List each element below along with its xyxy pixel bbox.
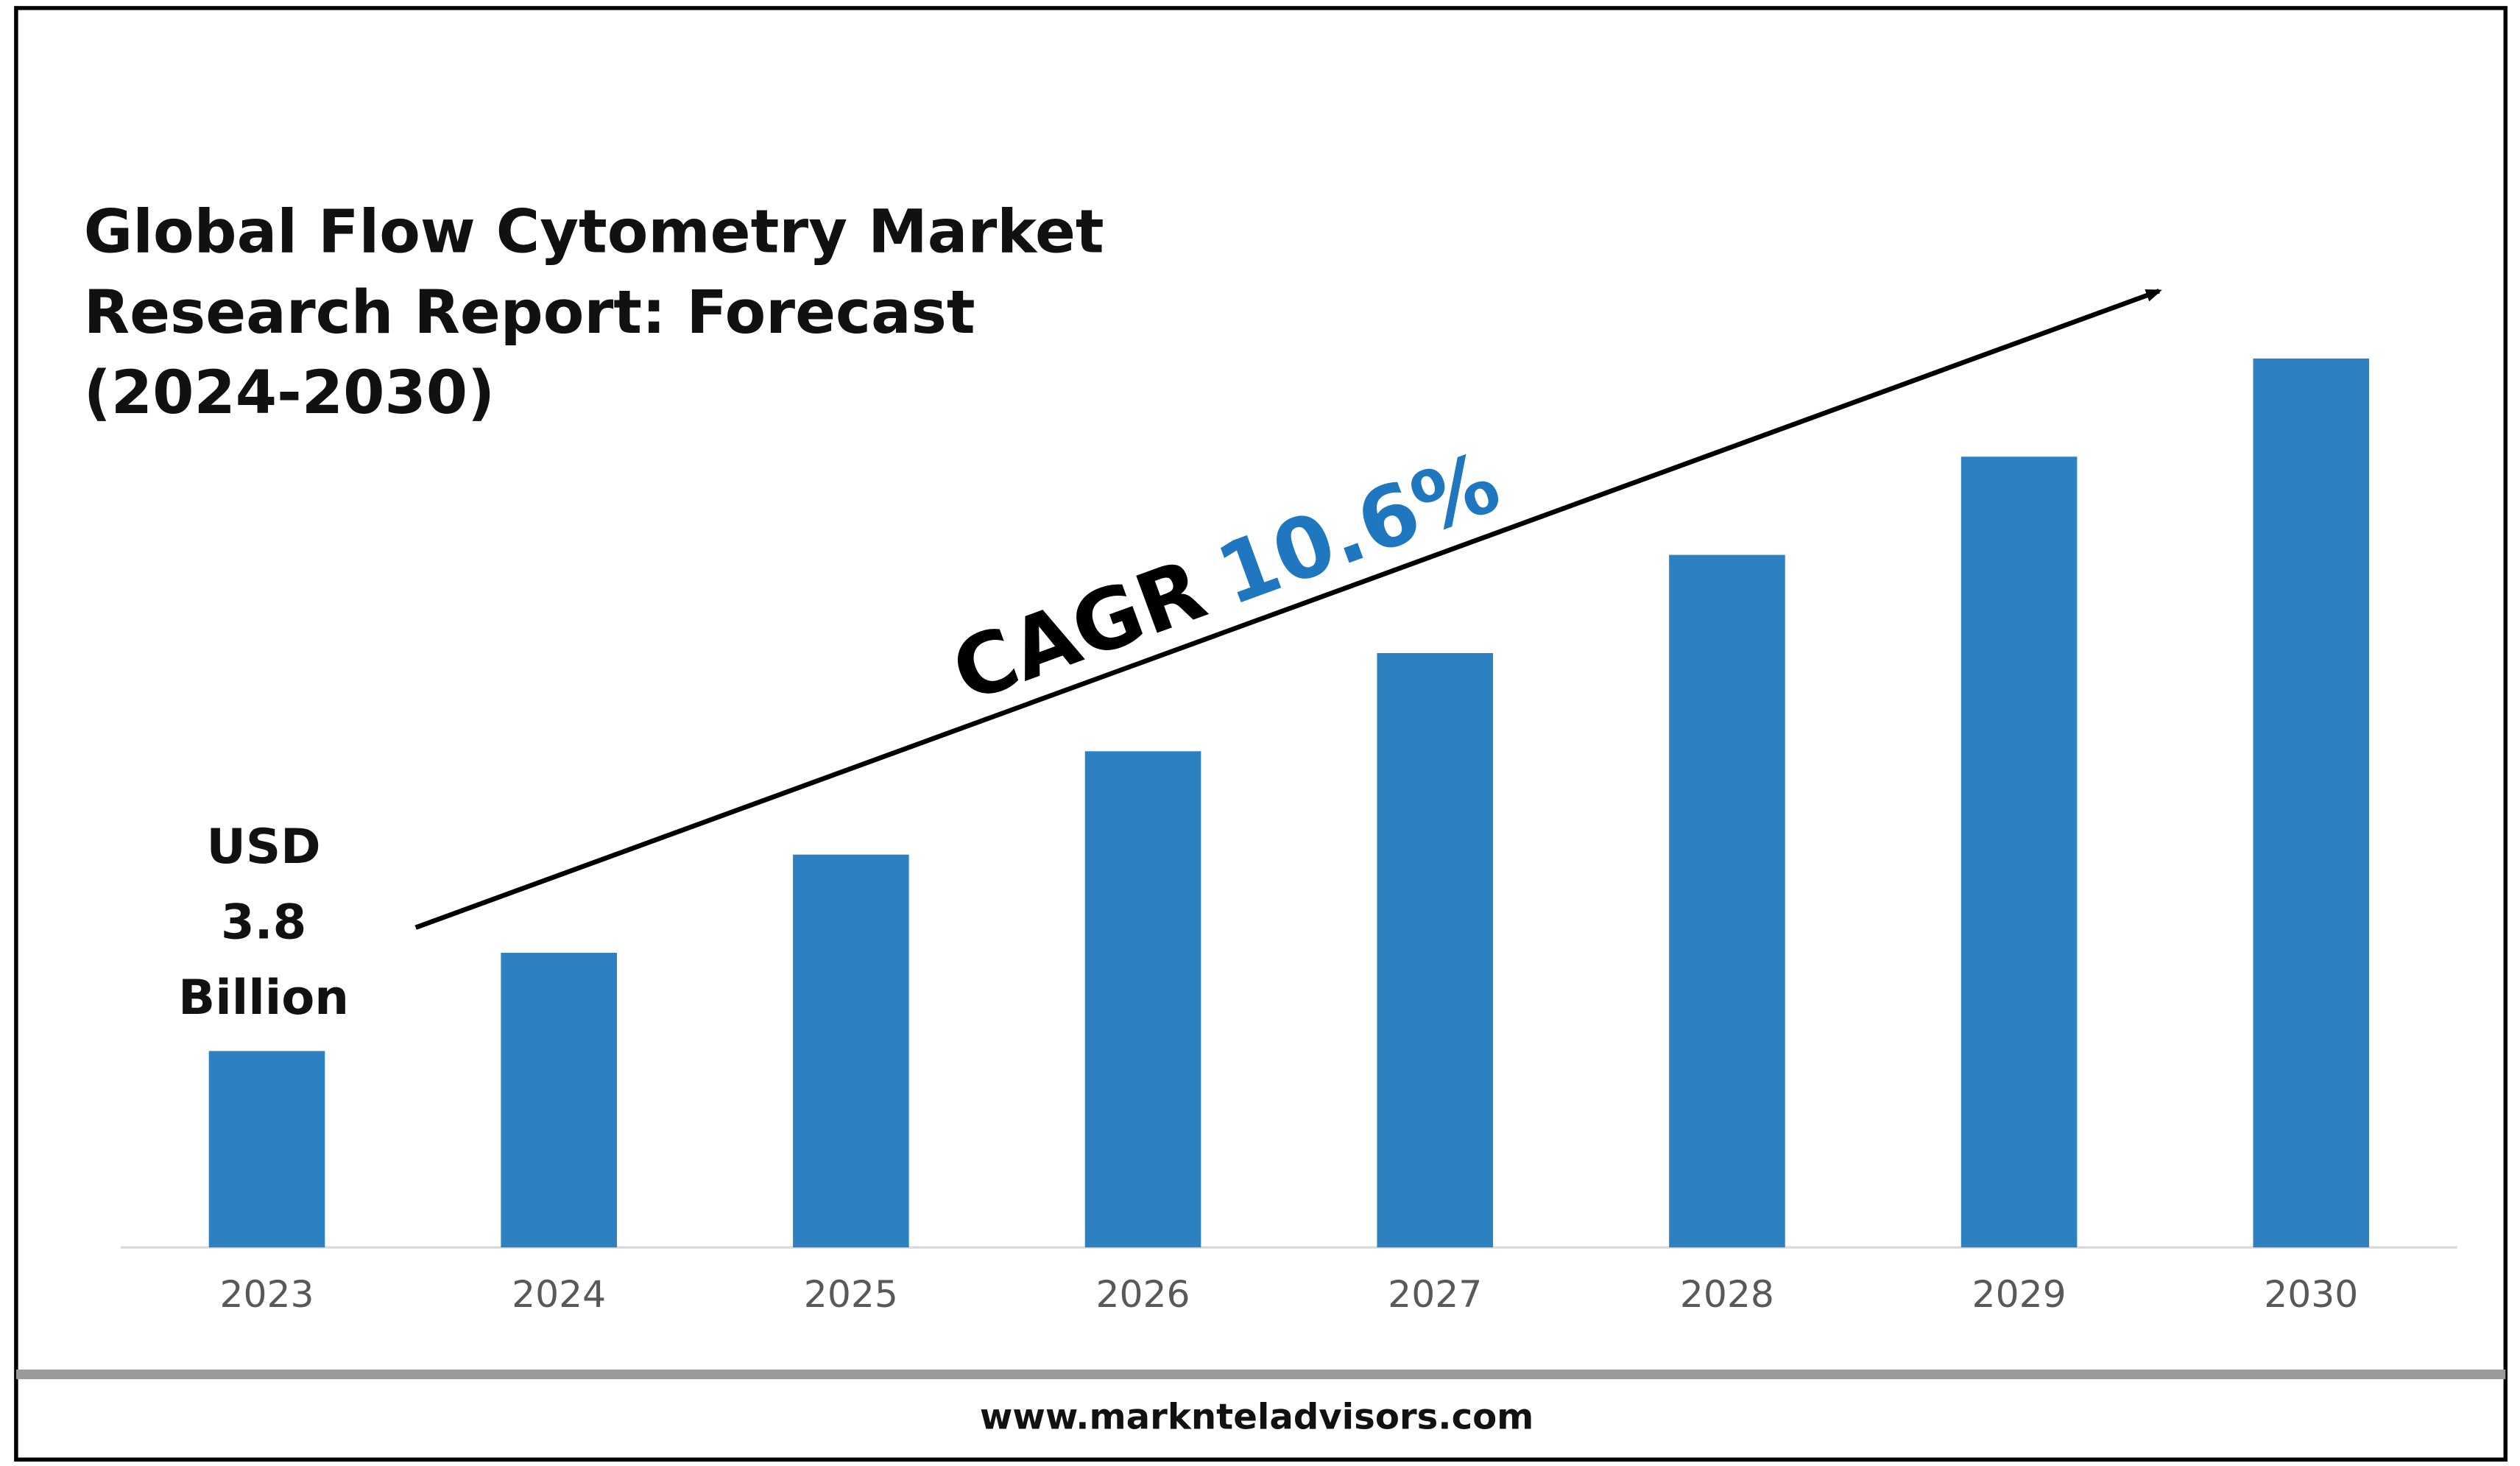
footer-divider [15, 1370, 2506, 1380]
bar [1669, 554, 1785, 1248]
x-tick-label: 2025 [804, 1272, 898, 1316]
value-label-line: Billion [178, 970, 349, 1026]
value-label-line: USD [207, 819, 321, 875]
x-tick-label: 2030 [2264, 1272, 2358, 1316]
value-label: USD 3.8 Billion [178, 819, 349, 1026]
trend-arrow [414, 289, 2162, 930]
chart-title: Research Report: Forecast [84, 278, 975, 348]
x-tick-label: 2026 [1096, 1272, 1190, 1316]
x-tick-label: 2029 [1972, 1272, 2067, 1316]
footer-url: www.marknteladvisors.com [980, 1397, 1533, 1438]
x-tick-label: 2023 [219, 1272, 314, 1316]
x-tick-label: 2028 [1680, 1272, 1774, 1316]
value-label-line: 3.8 [221, 895, 306, 951]
bar [2253, 358, 2370, 1248]
bar [1960, 457, 2078, 1248]
bar [208, 1051, 325, 1248]
x-tick-label: 2024 [512, 1272, 606, 1316]
bar [501, 953, 617, 1248]
bar [793, 854, 909, 1248]
frame [14, 6, 2508, 1462]
chart-title: Global Flow Cytometry Market [84, 198, 1104, 267]
bar [1377, 652, 1494, 1248]
x-tick-label: 2027 [1388, 1272, 1482, 1316]
chart-title: (2024-2030) [84, 359, 495, 428]
bar [1084, 751, 1201, 1248]
